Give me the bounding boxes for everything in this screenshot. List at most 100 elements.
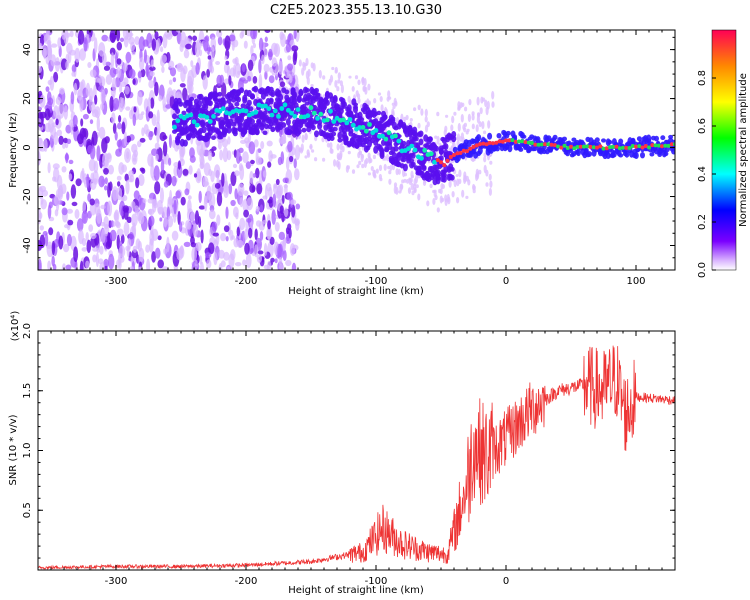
noise-blob bbox=[380, 104, 384, 112]
noise-blob bbox=[242, 151, 249, 164]
noise-blob bbox=[199, 255, 203, 265]
ridge-point bbox=[484, 142, 489, 147]
ridge-point bbox=[380, 133, 385, 139]
noise-blob bbox=[50, 125, 57, 139]
ridge-band bbox=[601, 138, 606, 143]
noise-blob bbox=[267, 220, 271, 230]
noise-blob bbox=[73, 82, 78, 96]
noise-blob bbox=[393, 185, 397, 194]
noise-blob bbox=[111, 77, 117, 93]
noise-blob bbox=[53, 167, 60, 183]
noise-blob bbox=[241, 30, 245, 38]
noise-blob bbox=[76, 218, 84, 232]
ridge-band bbox=[668, 134, 674, 139]
noise-blob bbox=[124, 148, 131, 163]
noise-blob bbox=[277, 156, 283, 166]
noise-blob bbox=[413, 189, 417, 194]
ridge-point bbox=[175, 118, 181, 124]
ridge-band bbox=[246, 99, 252, 107]
noise-blob bbox=[97, 76, 103, 84]
noise-blob bbox=[122, 30, 130, 40]
y-tick-label: 0.5 bbox=[22, 502, 33, 518]
noise-blob bbox=[163, 248, 168, 255]
noise-blob bbox=[424, 108, 428, 117]
noise-blob bbox=[223, 225, 230, 233]
noise-blob bbox=[383, 163, 387, 171]
ridge-band bbox=[576, 148, 581, 157]
noise-blob bbox=[287, 223, 292, 231]
ridge-point bbox=[194, 122, 200, 128]
noise-blob bbox=[420, 108, 424, 116]
ridge-band bbox=[421, 165, 427, 172]
noise-blob bbox=[102, 152, 109, 167]
noise-blob bbox=[38, 150, 41, 166]
noise-blob bbox=[291, 45, 299, 52]
noise-blob bbox=[234, 188, 238, 200]
ridge-point bbox=[432, 159, 437, 165]
noise-blob bbox=[148, 111, 154, 119]
noise-blob bbox=[47, 260, 51, 270]
y-tick-label: 1.0 bbox=[22, 443, 33, 459]
noise-blob bbox=[331, 66, 335, 71]
ridge-point bbox=[478, 142, 482, 147]
x-tick-label: -300 bbox=[105, 576, 128, 587]
noise-blob bbox=[55, 96, 62, 106]
noise-blob bbox=[206, 68, 211, 78]
ridge-point bbox=[533, 142, 538, 147]
noise-blob bbox=[118, 252, 122, 266]
noise-blob bbox=[82, 200, 86, 213]
noise-blob bbox=[79, 48, 86, 61]
noise-blob bbox=[282, 177, 289, 184]
noise-blob bbox=[424, 124, 429, 133]
ridge-point bbox=[634, 144, 638, 149]
noise-blob bbox=[276, 185, 282, 199]
noise-blob bbox=[478, 169, 482, 175]
ridge-band bbox=[231, 121, 237, 127]
noise-blob bbox=[413, 107, 417, 112]
ridge-band bbox=[379, 149, 385, 158]
noise-blob bbox=[87, 145, 93, 154]
noise-blob bbox=[254, 244, 259, 258]
noise-blob bbox=[57, 37, 62, 49]
noise-blob bbox=[264, 30, 271, 33]
ridge-band bbox=[346, 104, 352, 112]
noise-blob bbox=[278, 60, 283, 75]
noise-blob bbox=[96, 116, 101, 132]
ridge-point bbox=[578, 144, 583, 149]
noise-blob bbox=[71, 64, 77, 73]
noise-blob bbox=[118, 115, 122, 123]
noise-blob bbox=[61, 263, 67, 270]
noise-blob bbox=[179, 43, 184, 53]
noise-blob bbox=[329, 142, 333, 150]
noise-blob bbox=[266, 140, 273, 147]
noise-blob bbox=[242, 79, 249, 84]
noise-blob bbox=[38, 258, 42, 270]
ridge-band bbox=[587, 151, 592, 157]
noise-blob bbox=[168, 90, 174, 97]
ridge-point bbox=[412, 147, 418, 153]
noise-blob bbox=[44, 122, 52, 133]
noise-blob bbox=[39, 111, 47, 119]
noise-blob bbox=[347, 150, 351, 155]
ridge-band bbox=[236, 96, 241, 103]
noise-blob bbox=[183, 241, 191, 247]
noise-blob bbox=[113, 97, 120, 110]
ridge-point bbox=[614, 144, 619, 149]
noise-blob bbox=[489, 160, 493, 165]
ridge-point bbox=[393, 133, 398, 139]
noise-blob bbox=[132, 113, 137, 126]
x-tick-label: -100 bbox=[365, 576, 388, 587]
noise-blob bbox=[154, 142, 160, 150]
noise-blob bbox=[78, 229, 84, 245]
noise-blob bbox=[271, 209, 277, 225]
noise-blob bbox=[307, 68, 311, 77]
noise-blob bbox=[274, 222, 280, 232]
ridge-point bbox=[455, 151, 460, 156]
ridge-band bbox=[287, 129, 293, 134]
noise-blob bbox=[147, 153, 154, 167]
noise-blob bbox=[251, 185, 256, 193]
noise-blob bbox=[409, 118, 413, 122]
ridge-point bbox=[624, 145, 629, 150]
noise-blob bbox=[72, 115, 78, 127]
